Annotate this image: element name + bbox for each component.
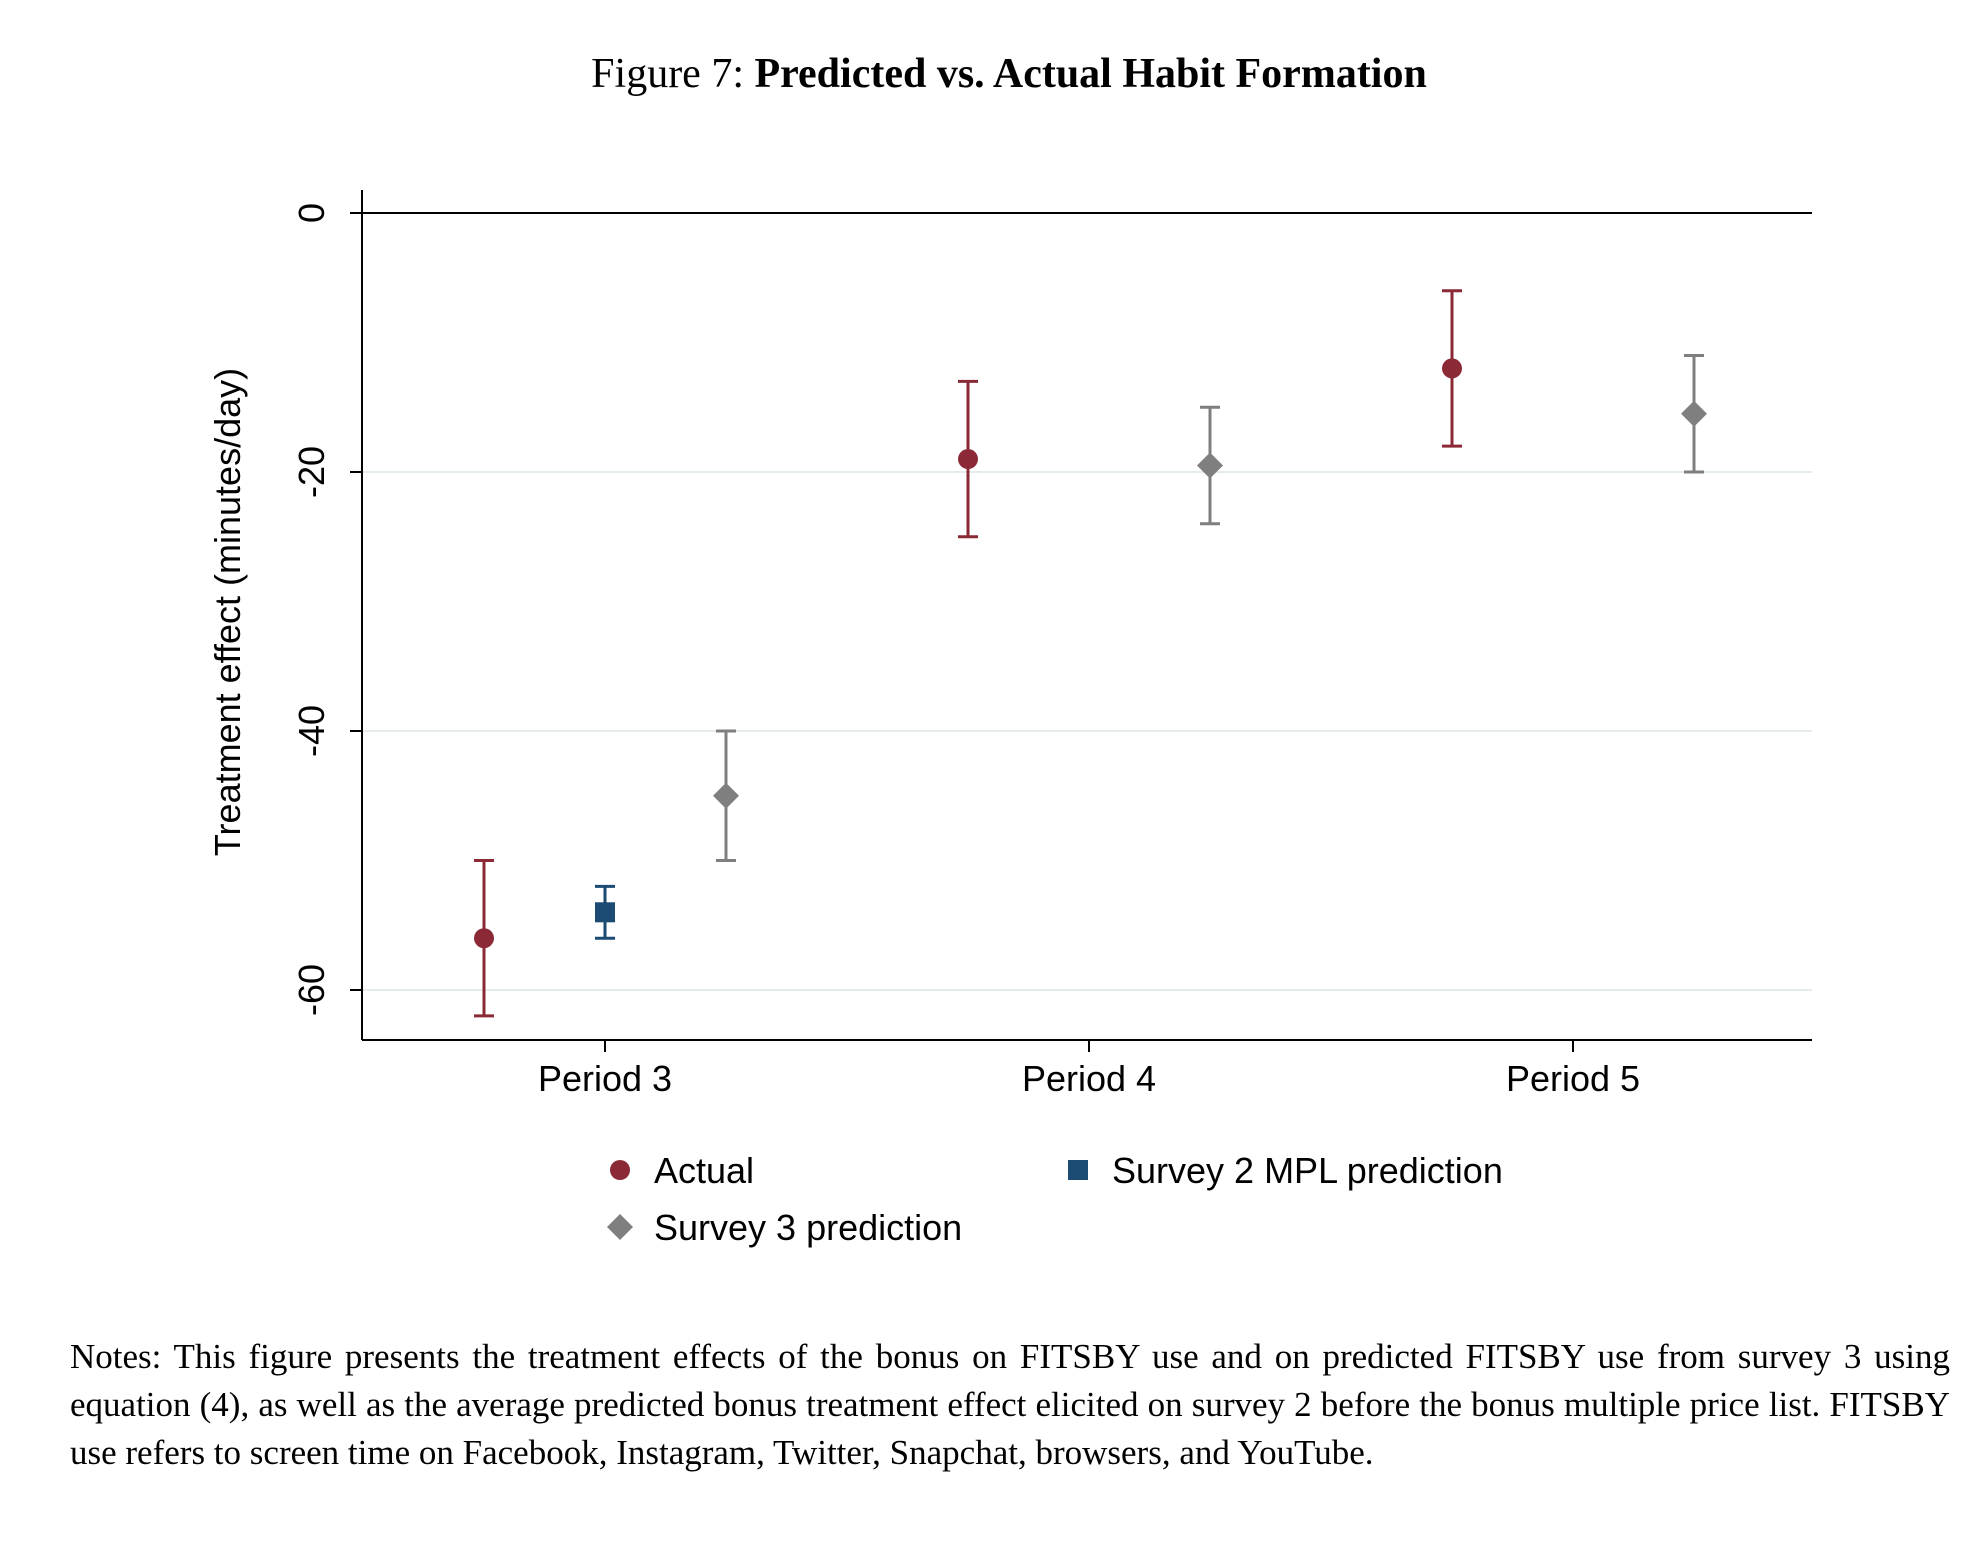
data-marks — [474, 289, 1707, 1018]
series-survey-3-prediction — [713, 353, 1707, 862]
legend-marker — [607, 1214, 633, 1240]
legend-item: Survey 3 prediction — [607, 1207, 962, 1248]
y-tick-label: -20 — [291, 446, 332, 498]
legend-label: Survey 2 MPL prediction — [1112, 1150, 1503, 1191]
data-point — [474, 928, 494, 949]
legend-marker — [610, 1160, 630, 1180]
x-tick-label: Period 3 — [538, 1058, 672, 1099]
data-point — [1681, 400, 1707, 427]
legend: Actual Survey 2 MPL prediction Survey 3 pr… — [607, 1150, 1503, 1248]
legend-item: Actual — [610, 1150, 754, 1191]
y-tick-label: 0 — [291, 203, 332, 223]
data-point — [1442, 358, 1462, 379]
data-point — [713, 782, 739, 809]
figure-label: Figure 7: — [591, 51, 744, 97]
grid — [362, 212, 1812, 991]
figure-notes: Notes: This figure presents the treatmen… — [70, 1337, 1950, 1472]
legend-marker — [1068, 1160, 1088, 1180]
series-survey-2-mpl-prediction — [595, 884, 615, 940]
chart: 0 -20 -40 -60 Treatment effect (minutes/day)… — [207, 190, 1812, 1248]
data-point — [595, 902, 615, 923]
legend-item: Survey 2 MPL prediction — [1068, 1150, 1503, 1191]
y-tick-label: -40 — [291, 705, 332, 757]
data-point — [1197, 452, 1223, 479]
y-tick-label: -60 — [291, 964, 332, 1016]
data-point — [958, 449, 978, 470]
x-tick-label: Period 4 — [1022, 1058, 1156, 1099]
legend-label: Actual — [654, 1150, 754, 1191]
figure-title: Figure 7: Predicted vs. Actual Habit For… — [0, 50, 1968, 98]
axes: 0 -20 -40 -60 Treatment effect (minutes/day)… — [207, 190, 1812, 1099]
x-tick-label: Period 5 — [1506, 1058, 1640, 1099]
y-axis-label: Treatment effect (minutes/day) — [207, 368, 248, 856]
series-actual — [474, 289, 1462, 1018]
legend-label: Survey 3 prediction — [654, 1207, 962, 1248]
figure-title-text: Predicted vs. Actual Habit Formation — [754, 51, 1427, 97]
